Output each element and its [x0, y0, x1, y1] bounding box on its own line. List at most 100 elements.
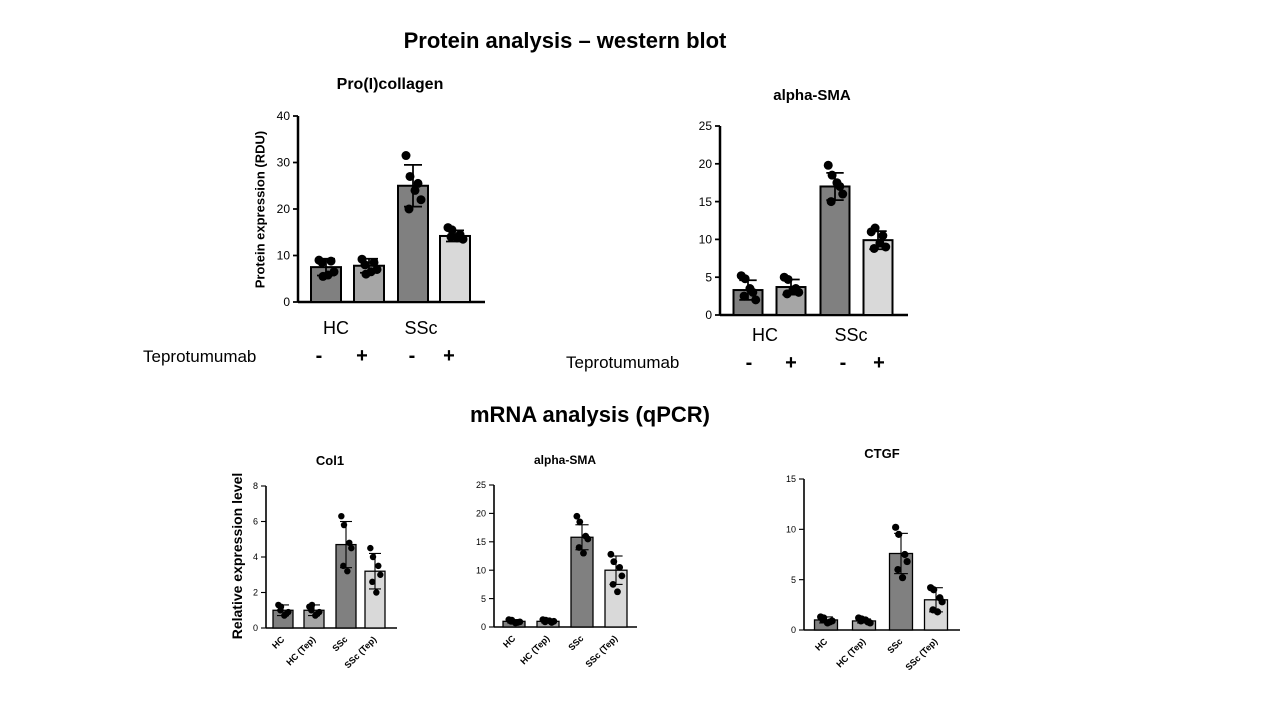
data-point — [823, 619, 832, 627]
data-point — [373, 589, 380, 596]
data-point — [616, 563, 624, 571]
y-tick-label: 20 — [277, 202, 291, 216]
data-point — [405, 171, 415, 181]
data-point — [344, 568, 351, 575]
data-point — [546, 617, 553, 625]
alpha-sma-sign-3: - — [839, 352, 847, 374]
data-point — [340, 562, 347, 570]
data-point — [739, 291, 749, 301]
x-category-label: SSc (Tep) — [903, 636, 939, 672]
data-point — [938, 598, 946, 606]
mrna-alpha-sma-chart-title: alpha-SMA — [533, 453, 596, 467]
data-point — [401, 151, 411, 161]
y-tick-label: 25 — [699, 119, 713, 133]
data-point — [870, 223, 880, 233]
procollagen-sign-3: - — [408, 345, 416, 367]
y-tick-label: 5 — [705, 270, 712, 284]
data-point — [895, 530, 903, 538]
data-point — [452, 233, 462, 243]
y-tick-label: 15 — [786, 474, 796, 484]
data-point — [346, 539, 353, 546]
data-point — [614, 588, 621, 596]
data-point — [308, 607, 315, 614]
data-point — [740, 274, 750, 284]
procollagen-sign-2: + — [356, 345, 368, 367]
data-point — [340, 521, 348, 529]
y-tick-label: 5 — [791, 575, 796, 585]
data-point — [317, 257, 327, 267]
data-point — [751, 295, 761, 305]
data-point — [861, 616, 870, 624]
data-point — [576, 518, 584, 526]
y-tick-label: 15 — [476, 537, 486, 547]
data-point — [573, 512, 581, 520]
data-point — [512, 619, 519, 627]
procollagen-group-ssc: SSc — [404, 318, 438, 338]
data-point — [410, 185, 420, 195]
alpha-sma-group-hc: HC — [752, 325, 778, 345]
x-category-label: HC (Tep) — [834, 636, 867, 669]
alpha-sma-group-ssc: SSc — [834, 325, 868, 345]
y-tick-label: 5 — [481, 594, 486, 604]
data-point — [366, 267, 376, 277]
y-tick-label: 0 — [791, 625, 796, 635]
y-tick-label: 6 — [253, 517, 258, 527]
bar — [819, 185, 851, 316]
alpha-sma-sign-1: - — [745, 352, 753, 374]
y-tick-label: 0 — [705, 308, 712, 322]
data-point — [308, 601, 316, 609]
data-point — [277, 607, 284, 614]
data-point — [580, 549, 587, 557]
y-tick-label: 15 — [699, 195, 713, 209]
data-point — [898, 574, 907, 582]
data-point — [447, 225, 457, 235]
data-point — [826, 197, 836, 207]
data-point — [360, 260, 370, 270]
y-tick-label: 0 — [253, 623, 258, 633]
data-point — [375, 562, 382, 570]
alpha-sma-sign-4: + — [873, 352, 885, 374]
data-point — [404, 204, 414, 214]
data-point — [281, 612, 288, 619]
y-tick-label: 8 — [253, 481, 258, 491]
ctgf-chart-title: CTGF — [864, 446, 900, 461]
data-point — [894, 566, 902, 574]
procollagen-sign-1: - — [315, 345, 323, 367]
data-point — [783, 274, 793, 284]
data-point — [869, 243, 879, 253]
data-point — [930, 586, 938, 594]
data-point — [377, 571, 384, 578]
data-point — [312, 612, 319, 619]
y-tick-label: 10 — [699, 233, 713, 247]
x-category-label: HC — [813, 636, 830, 653]
data-point — [323, 270, 333, 280]
x-category-label: SSc — [885, 636, 904, 655]
data-point — [823, 160, 833, 170]
data-point — [369, 257, 379, 267]
mrna-section-title: mRNA analysis (qPCR) — [469, 402, 710, 427]
y-tick-label: 30 — [277, 156, 291, 170]
bar — [862, 239, 894, 317]
y-tick-label: 25 — [476, 480, 486, 490]
data-point — [416, 195, 426, 205]
procollagen-sign-4: + — [443, 345, 455, 367]
y-tick-label: 0 — [283, 295, 290, 309]
data-point — [745, 284, 755, 294]
data-point — [338, 512, 345, 520]
data-point — [892, 523, 900, 531]
data-point — [933, 608, 942, 616]
y-tick-label: 20 — [476, 509, 486, 519]
data-point — [367, 544, 374, 552]
y-tick-label: 10 — [476, 565, 486, 575]
y-tick-label: 2 — [253, 588, 258, 598]
data-point — [878, 231, 888, 241]
data-point — [875, 238, 885, 248]
data-point — [827, 170, 837, 180]
data-point — [369, 553, 377, 561]
data-point — [610, 558, 618, 566]
data-point — [903, 557, 911, 566]
